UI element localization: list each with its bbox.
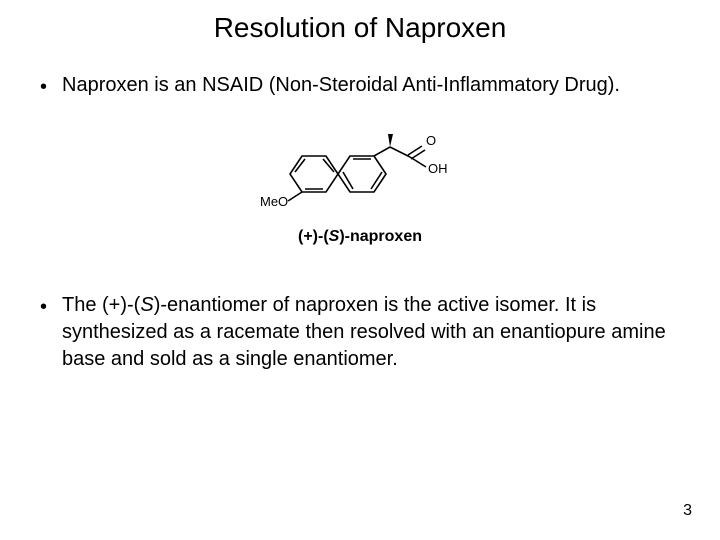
bullet-text-2: The (+)-(S)-enantiomer of naproxen is th… bbox=[62, 292, 680, 373]
bullet-text: Naproxen is an NSAID (Non-Steroidal Anti… bbox=[62, 72, 680, 99]
bullet-item: • The (+)-(S)-enantiomer of naproxen is … bbox=[40, 292, 680, 373]
slide-container: Resolution of Naproxen • Naproxen is an … bbox=[0, 0, 720, 540]
b2-part-b: S bbox=[140, 294, 153, 316]
bullet-block-2: • The (+)-(S)-enantiomer of naproxen is … bbox=[40, 292, 680, 373]
naproxen-structure-svg: MeO O OH bbox=[230, 129, 490, 219]
slide-title: Resolution of Naproxen bbox=[0, 0, 720, 44]
b2-part-a: The (+)-( bbox=[62, 294, 140, 316]
bullet-item: • Naproxen is an NSAID (Non-Steroidal An… bbox=[40, 72, 680, 101]
bullet-dot-icon: • bbox=[40, 292, 62, 321]
o-label: O bbox=[426, 133, 436, 148]
meo-label: MeO bbox=[260, 194, 288, 209]
structure-caption: (+)-(S)-naproxen bbox=[0, 228, 720, 246]
caption-italic: S bbox=[329, 228, 340, 245]
chemical-structure: MeO O OH (+)-(S)-naproxen bbox=[0, 129, 720, 246]
bullet-dot-icon: • bbox=[40, 72, 62, 101]
bullet-block-1: • Naproxen is an NSAID (Non-Steroidal An… bbox=[40, 72, 680, 101]
page-number: 3 bbox=[683, 502, 692, 520]
oh-label: OH bbox=[428, 161, 448, 176]
caption-prefix: (+)-( bbox=[298, 228, 329, 245]
caption-suffix: )-naproxen bbox=[339, 228, 422, 245]
